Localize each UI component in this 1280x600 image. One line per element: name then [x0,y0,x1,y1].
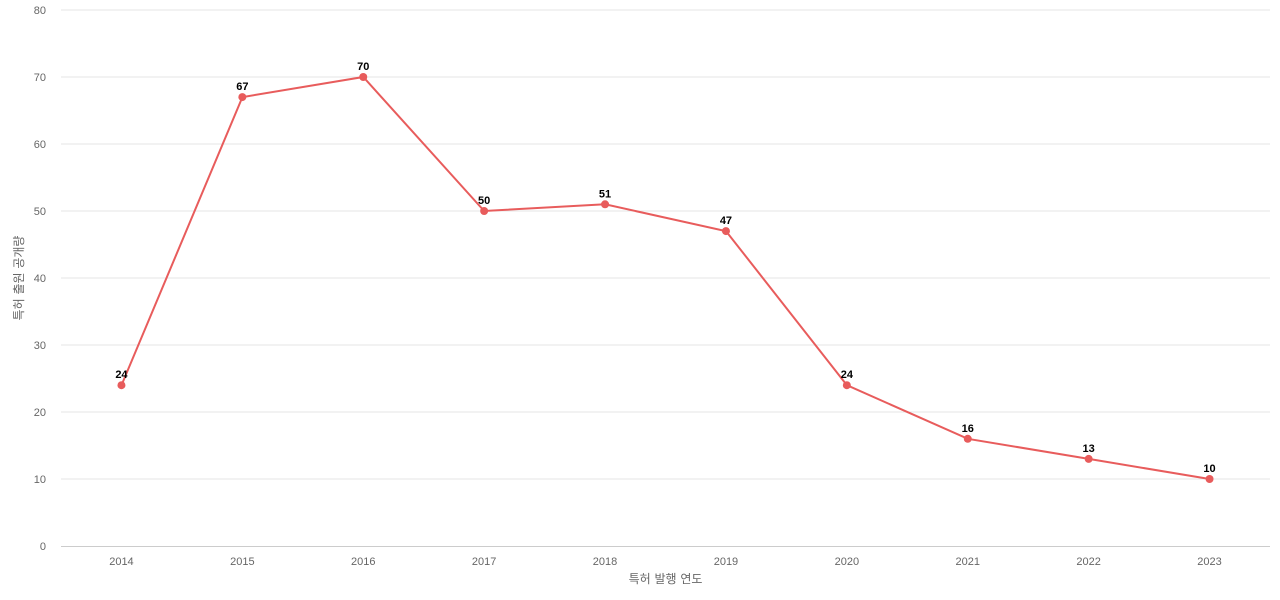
data-point [117,381,126,390]
y-axis-ticks: 0 10 20 30 40 50 60 70 80 [34,5,46,553]
data-point [721,227,730,236]
data-label: 50 [478,195,490,207]
y-tick-label: 10 [34,474,46,486]
x-tick-label: 2019 [714,556,738,568]
data-point [359,73,368,81]
data-point [842,381,851,390]
y-tick-label: 0 [40,541,46,553]
data-label: 24 [115,369,128,381]
x-tick-label: 2014 [109,556,133,568]
data-points [117,73,1214,483]
y-tick-label: 50 [34,206,46,218]
x-tick-label: 2015 [230,556,254,568]
x-tick-label: 2016 [351,556,375,568]
grid-lines [61,9,1270,480]
y-axis-title: 특허 출원 공개량 [12,236,26,321]
x-tick-label: 2020 [835,556,859,568]
data-point [1084,454,1093,463]
y-tick-label: 80 [34,5,46,17]
x-tick-label: 2018 [593,556,617,568]
series-line [120,75,1210,480]
data-label: 47 [720,215,732,227]
y-tick-label: 60 [34,139,46,151]
data-label: 24 [841,369,854,381]
y-tick-label: 20 [34,407,46,419]
x-tick-label: 2017 [472,556,496,568]
data-label: 13 [1083,443,1095,455]
data-point [601,200,610,209]
x-axis-ticks: 2014 2015 2016 2017 2018 2019 2020 2021 2022 2023 [109,556,1222,568]
x-tick-label: 2023 [1197,556,1221,568]
data-label: 16 [962,423,974,435]
x-tick-label: 2021 [956,556,980,568]
y-tick-label: 40 [34,273,46,285]
x-axis-title: 특허 발행 연도 [629,571,703,586]
data-labels: 24 67 70 50 51 47 24 16 13 10 [115,61,1215,475]
data-point [480,207,489,215]
data-label: 70 [357,61,369,73]
y-tick-label: 30 [34,340,46,352]
y-tick-label: 70 [34,72,46,84]
data-label: 51 [599,188,611,200]
data-label: 67 [236,81,248,93]
data-point [238,93,247,102]
data-label: 10 [1203,463,1215,475]
data-point [963,434,972,443]
x-tick-label: 2022 [1076,556,1100,568]
data-point [1205,475,1214,483]
